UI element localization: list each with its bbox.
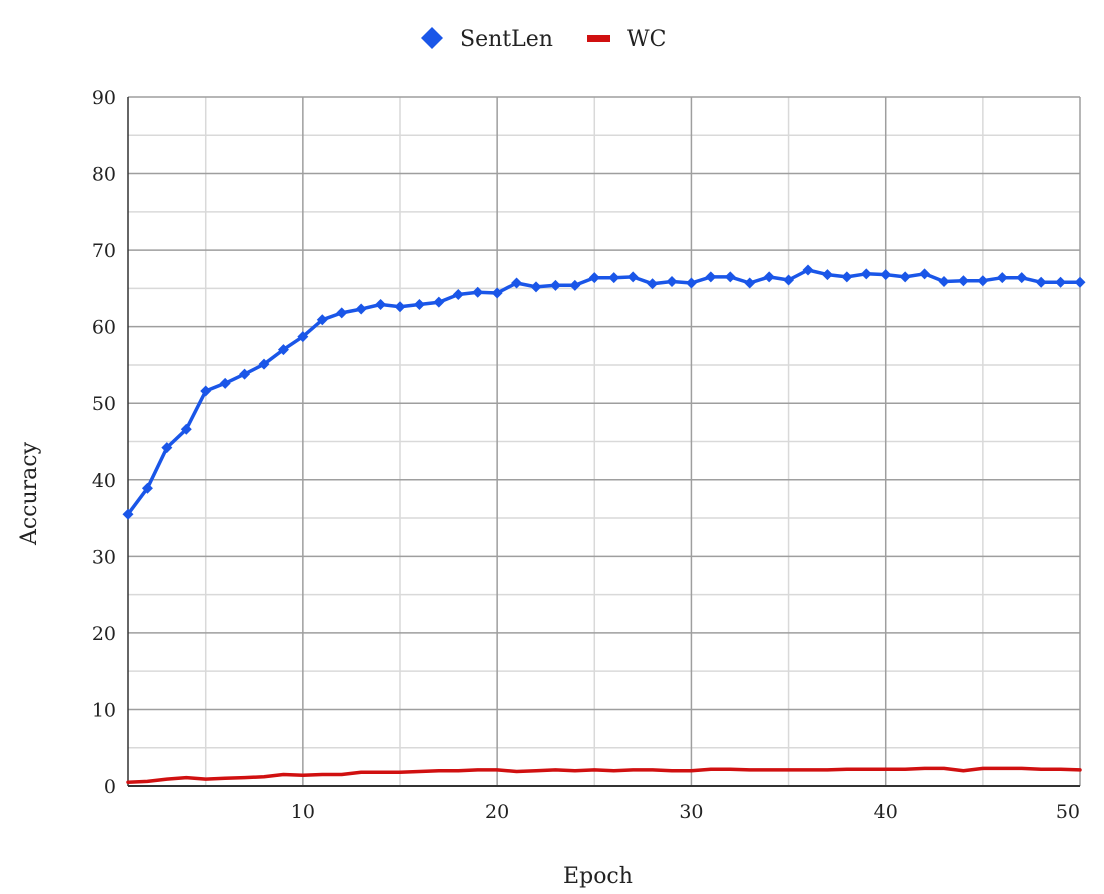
data-point-sentlen <box>841 271 853 283</box>
y-tick-label: 90 <box>92 87 116 109</box>
data-point-sentlen <box>375 298 387 310</box>
x-tick-label: 30 <box>679 801 703 823</box>
series-wc <box>126 766 1082 784</box>
data-point-sentlen <box>996 272 1008 284</box>
x-tick-label: 40 <box>874 801 898 823</box>
grid <box>128 96 1081 786</box>
y-tick-label: 30 <box>92 546 116 568</box>
data-point-sentlen <box>1055 276 1067 288</box>
data-point-sentlen <box>744 277 756 289</box>
data-point-sentlen <box>685 277 697 289</box>
data-point-sentlen <box>549 279 561 291</box>
data-point-sentlen <box>666 275 678 287</box>
series <box>122 264 1086 784</box>
data-point-sentlen <box>821 269 833 281</box>
series-line-sentlen <box>126 268 1082 516</box>
data-point-sentlen <box>977 275 989 287</box>
x-tick-label: 50 <box>1056 801 1080 823</box>
data-point-sentlen <box>141 482 153 494</box>
data-point-sentlen <box>336 307 348 319</box>
data-point-sentlen <box>957 275 969 287</box>
data-point-sentlen <box>239 368 251 380</box>
y-tick-label: 70 <box>92 240 116 262</box>
data-point-sentlen <box>394 301 406 313</box>
y-tick-label: 0 <box>104 776 116 798</box>
y-tick-label: 80 <box>92 164 116 186</box>
legend-diamond-icon <box>421 27 443 49</box>
y-axis-title: Accuracy <box>17 441 42 546</box>
data-point-sentlen <box>219 377 231 389</box>
x-tick-label: 20 <box>485 801 509 823</box>
legend-line-swatch-icon <box>587 35 610 42</box>
data-point-sentlen <box>919 268 931 280</box>
legend-label-wc: WC <box>627 27 666 52</box>
data-point-sentlen <box>180 423 192 435</box>
data-point-sentlen <box>627 271 639 283</box>
y-tick-label: 50 <box>92 393 116 415</box>
data-point-sentlen <box>316 314 328 326</box>
data-point-sentlen <box>647 278 659 290</box>
data-point-sentlen <box>569 279 581 291</box>
data-point-sentlen <box>355 303 367 315</box>
legend: SentLen WC <box>421 27 666 52</box>
data-point-sentlen <box>122 508 134 520</box>
data-point-sentlen <box>860 268 872 280</box>
data-point-sentlen <box>802 264 814 276</box>
legend-label-sentlen: SentLen <box>460 27 553 52</box>
data-point-sentlen <box>413 298 425 310</box>
legend-item-wc: WC <box>587 27 666 52</box>
data-point-sentlen <box>511 277 523 289</box>
legend-item-sentlen: SentLen <box>421 27 553 52</box>
tick-labels: 0 10 20 30 40 50 60 70 80 90 10 20 30 40 50 <box>92 87 1080 823</box>
data-point-sentlen <box>258 358 270 370</box>
data-point-sentlen <box>161 442 173 454</box>
data-point-sentlen <box>608 272 620 284</box>
y-tick-label: 20 <box>92 623 116 645</box>
data-point-sentlen <box>277 344 289 356</box>
data-point-sentlen <box>588 272 600 284</box>
data-point-sentlen <box>452 289 464 301</box>
series-line-wc <box>126 766 1082 784</box>
y-tick-label: 10 <box>92 699 116 721</box>
series-sentlen <box>122 264 1086 520</box>
x-axis-title: Epoch <box>563 864 633 889</box>
x-tick-label: 10 <box>291 801 315 823</box>
y-tick-label: 40 <box>92 470 116 492</box>
data-point-sentlen <box>472 286 484 298</box>
data-point-sentlen <box>200 385 212 397</box>
data-point-sentlen <box>705 271 717 283</box>
data-point-sentlen <box>530 281 542 293</box>
data-point-sentlen <box>491 287 503 299</box>
data-point-sentlen <box>763 271 775 283</box>
data-point-sentlen <box>1016 272 1028 284</box>
y-tick-label: 60 <box>92 317 116 339</box>
data-point-sentlen <box>880 269 892 281</box>
data-point-sentlen <box>899 271 911 283</box>
axes <box>127 97 1080 787</box>
data-point-sentlen <box>724 271 736 283</box>
data-point-sentlen <box>783 274 795 286</box>
data-point-sentlen <box>1074 276 1086 288</box>
data-point-sentlen <box>938 275 950 287</box>
data-point-sentlen <box>297 331 309 343</box>
data-point-sentlen <box>433 296 445 308</box>
data-point-sentlen <box>1035 276 1047 288</box>
